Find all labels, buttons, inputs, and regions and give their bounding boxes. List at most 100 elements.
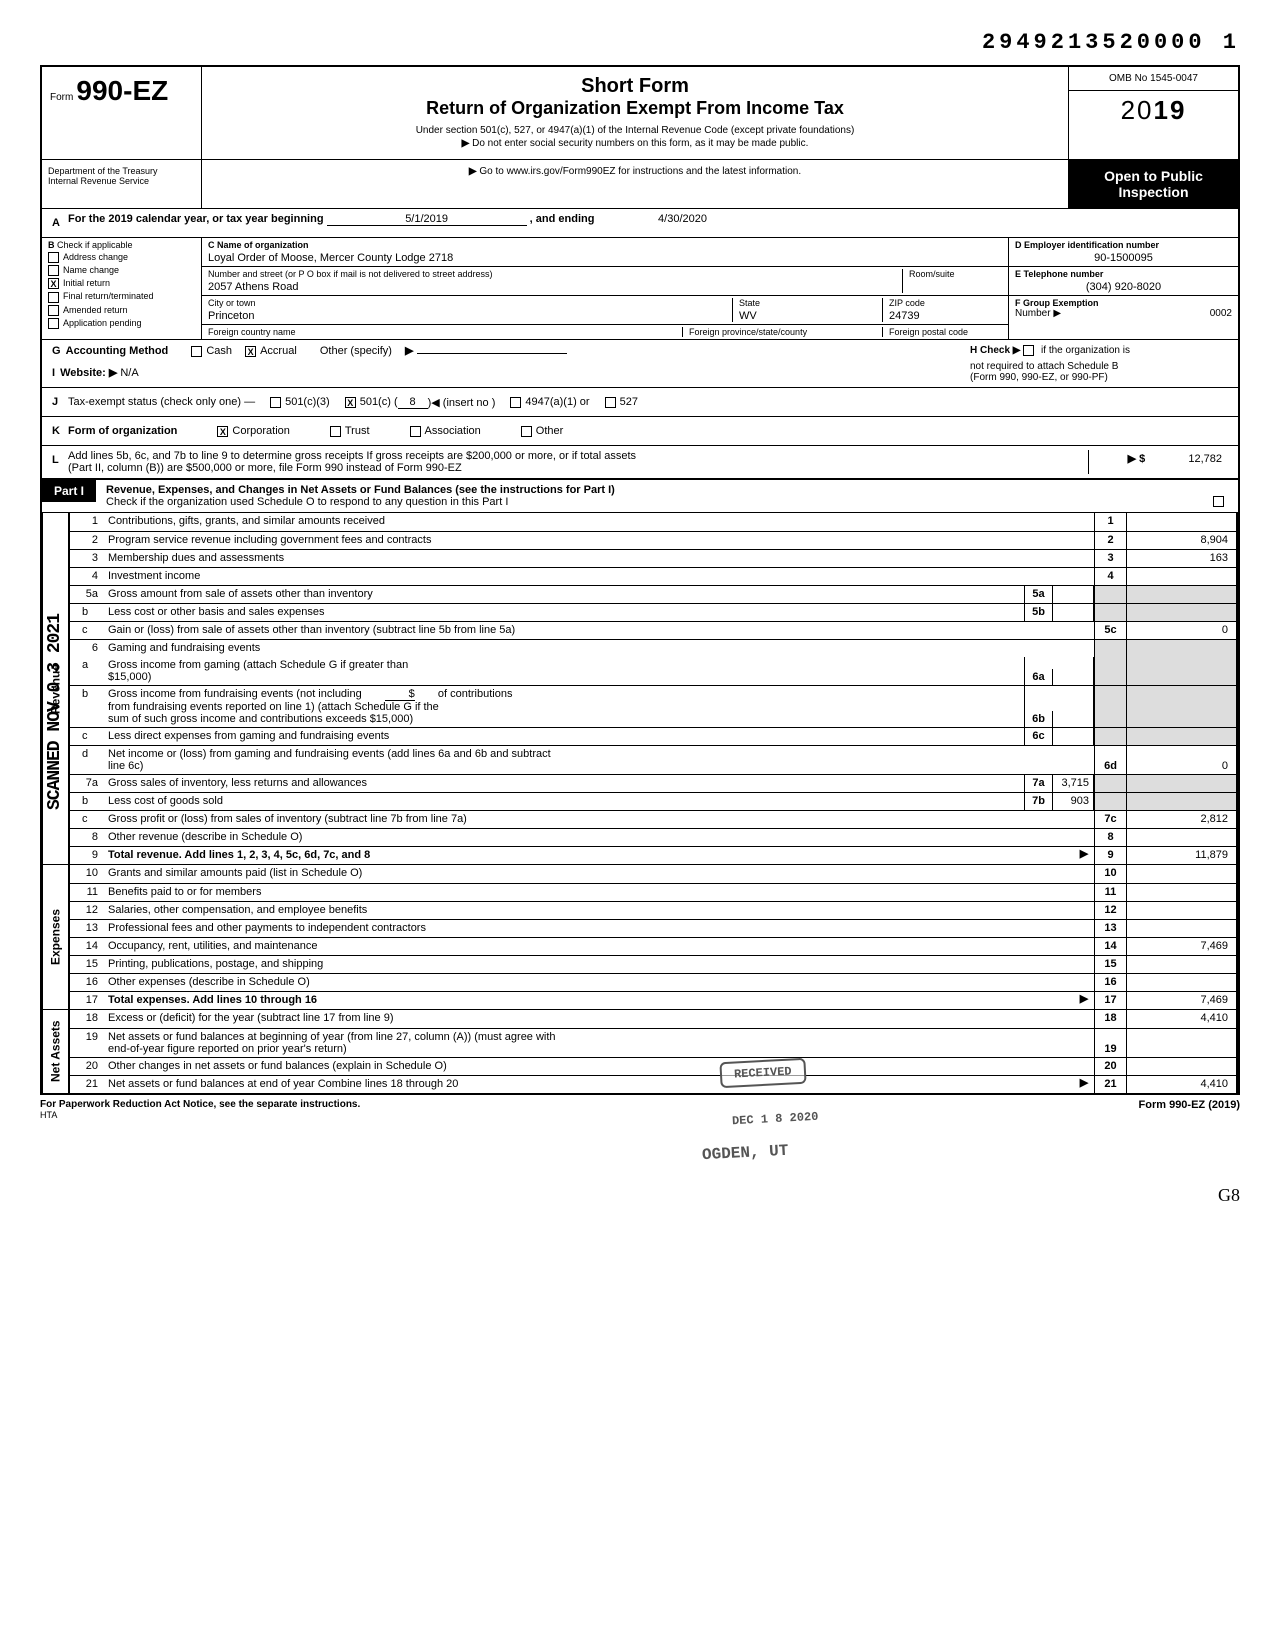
year-prefix: 20 — [1121, 95, 1154, 125]
letter-k: K — [50, 421, 68, 441]
line-12-num: 12 — [70, 902, 102, 919]
line-21: 21 Net assets or fund balances at end of… — [68, 1075, 1238, 1093]
cb-schedule-o[interactable] — [1213, 496, 1224, 507]
letter-j: J — [50, 392, 68, 412]
line-10: 10 Grants and similar amounts paid (list… — [68, 865, 1238, 883]
line-2: 2 Program service revenue including gove… — [68, 531, 1238, 549]
line-20-text: Other changes in net assets or fund bala… — [102, 1058, 1094, 1075]
cb-pending[interactable] — [48, 318, 59, 329]
year-bold: 19 — [1154, 95, 1187, 125]
expenses-label: Expenses — [42, 865, 68, 1009]
website: N/A — [120, 367, 138, 379]
room-label: Room/suite — [909, 269, 1002, 279]
501c3-label: 501(c)(3) — [285, 396, 330, 408]
zip: 24739 — [889, 310, 1002, 322]
cb-501c[interactable]: X — [345, 397, 356, 408]
cb-cash[interactable] — [191, 346, 202, 357]
cb-address-label: Address change — [63, 252, 128, 262]
line-9-num: 9 — [70, 847, 102, 864]
line-20-box: 20 — [1094, 1058, 1126, 1075]
line-10-val — [1126, 865, 1236, 883]
cb-amended[interactable] — [48, 305, 59, 316]
4947-label: 4947(a)(1) or — [525, 396, 589, 408]
line-3-text: Membership dues and assessments — [102, 550, 1094, 567]
cb-h[interactable] — [1023, 345, 1034, 356]
cb-501c3[interactable] — [270, 397, 281, 408]
line-10-text: Grants and similar amounts paid (list in… — [102, 865, 1094, 883]
line-5a-text: Gross amount from sale of assets other t… — [102, 586, 1024, 603]
line-1-text: Contributions, gifts, grants, and simila… — [102, 513, 1094, 531]
line-16-box: 16 — [1094, 974, 1126, 991]
ein: 90-1500095 — [1015, 252, 1232, 264]
cb-final[interactable] — [48, 292, 59, 303]
line-8-box: 8 — [1094, 829, 1126, 846]
cb-trust[interactable] — [330, 426, 341, 437]
line-8-val — [1126, 829, 1236, 846]
line-18: 18 Excess or (deficit) for the year (sub… — [68, 1010, 1238, 1028]
line-4-text: Investment income — [102, 568, 1094, 585]
line-8: 8 Other revenue (describe in Schedule O)… — [68, 828, 1238, 846]
end-date: 4/30/2020 — [598, 213, 768, 225]
cb-4947[interactable] — [510, 397, 521, 408]
line-6b-dollar: $ — [385, 688, 415, 701]
h-text2: not required to attach Schedule B — [970, 361, 1230, 372]
line-13: 13 Professional fees and other payments … — [68, 919, 1238, 937]
line-5c-box: 5c — [1094, 622, 1126, 639]
cb-527[interactable] — [605, 397, 616, 408]
line-6d: d Net income or (loss) from gaming and f… — [68, 745, 1238, 774]
cb-accrual[interactable]: X — [245, 346, 256, 357]
cb-corp[interactable]: X — [217, 426, 228, 437]
cb-name-label: Name change — [63, 265, 119, 275]
line-7a-midval: 3,715 — [1053, 775, 1093, 792]
check-if-label: Check if applicable — [57, 240, 133, 250]
line-6a: a Gross income from gaming (attach Sched… — [68, 657, 1238, 685]
part1-title: Revenue, Expenses, and Changes in Net As… — [106, 484, 615, 496]
letter-g: G — [50, 341, 63, 361]
line-18-box: 18 — [1094, 1010, 1126, 1028]
cb-other[interactable] — [521, 426, 532, 437]
ogden-stamp: OGDEN, UT — [689, 1137, 801, 1169]
line-1-val — [1126, 513, 1236, 531]
row-g: G Accounting Method Cash XAccrual Other … — [40, 339, 1240, 361]
group-num: 0002 — [1061, 308, 1232, 319]
line-3-num: 3 — [70, 550, 102, 567]
goto-text: Go to www.irs.gov/Form990EZ for instruct… — [479, 166, 801, 177]
cb-final-label: Final return/terminated — [63, 291, 154, 301]
cash-label: Cash — [206, 345, 232, 357]
document-number: 2949213520000 1 — [40, 30, 1240, 55]
line-6d-box: 6d — [1094, 746, 1126, 774]
cb-name[interactable] — [48, 265, 59, 276]
acct-method-label: Accounting Method — [66, 345, 169, 357]
line-7a-num: 7a — [70, 775, 102, 792]
line-4-box: 4 — [1094, 568, 1126, 585]
line-4: 4 Investment income 4 — [68, 567, 1238, 585]
line-9-text: Total revenue. Add lines 1, 2, 3, 4, 5c,… — [108, 849, 370, 861]
row-l-text2: (Part II, column (B)) are $500,000 or mo… — [68, 462, 1088, 474]
cb-address[interactable] — [48, 252, 59, 263]
line-6a-text1: Gross income from gaming (attach Schedul… — [108, 659, 1018, 671]
line-9-val: 11,879 — [1126, 847, 1236, 864]
letter-a: A — [50, 213, 68, 233]
phone: (304) 920-8020 — [1015, 281, 1232, 293]
row-l-text1: Add lines 5b, 6c, and 7b to line 9 to de… — [68, 450, 1088, 462]
cb-initial[interactable]: X — [48, 278, 59, 289]
line-14: 14 Occupancy, rent, utilities, and maint… — [68, 937, 1238, 955]
501c-label: 501(c) ( — [360, 396, 398, 408]
letter-b: B — [48, 240, 55, 250]
cb-assoc[interactable] — [410, 426, 421, 437]
line-6: 6 Gaming and fundraising events — [68, 639, 1238, 657]
title-line2: Return of Organization Exempt From Incom… — [212, 98, 1058, 119]
line-7c-val: 2,812 — [1126, 811, 1236, 828]
row-a-mid: , and ending — [530, 213, 595, 225]
line-5b-mid: 5b — [1025, 604, 1053, 621]
d-label: D Employer identification number — [1015, 240, 1159, 250]
line-6a-mid: 6a — [1025, 669, 1053, 685]
line-6c-num: c — [70, 728, 102, 745]
line-6-text: Gaming and fundraising events — [102, 640, 1094, 657]
line-21-val: 4,410 — [1126, 1076, 1236, 1093]
line-6a-num: a — [70, 657, 102, 685]
line-19-box: 19 — [1094, 1029, 1126, 1057]
line-8-text: Other revenue (describe in Schedule O) — [102, 829, 1094, 846]
foreign-prov-label: Foreign province/state/county — [689, 327, 882, 337]
line-11-box: 11 — [1094, 884, 1126, 901]
